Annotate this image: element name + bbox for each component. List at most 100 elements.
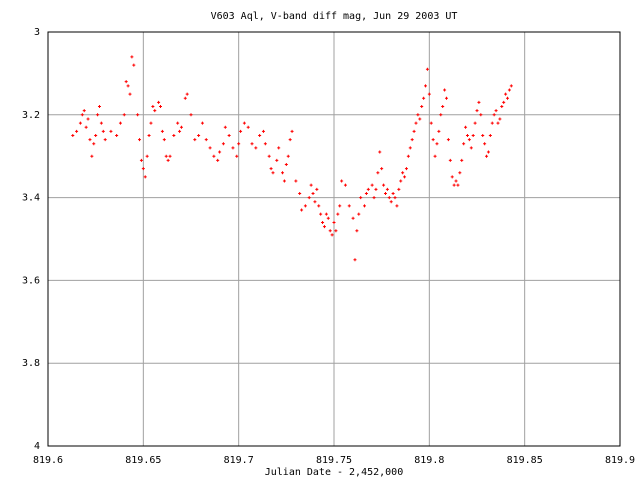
data-point <box>414 121 418 125</box>
data-point <box>509 84 513 88</box>
data-point <box>382 183 386 187</box>
data-point <box>71 134 75 137</box>
x-tick-label: 819.65 <box>125 455 161 466</box>
data-point <box>160 129 164 133</box>
data-point <box>340 179 344 183</box>
data-point <box>141 167 145 171</box>
data-point <box>158 105 162 109</box>
data-point <box>254 146 258 150</box>
data-point <box>115 134 119 137</box>
data-point <box>162 138 166 142</box>
data-point <box>122 113 126 117</box>
data-point <box>475 109 479 113</box>
x-tick-label: 819.9 <box>605 455 635 466</box>
data-point <box>303 204 307 208</box>
data-point <box>92 142 96 146</box>
data-point <box>126 84 130 88</box>
data-point <box>313 200 317 204</box>
y-tick-label: 4 <box>34 441 40 452</box>
data-point <box>176 121 180 125</box>
data-point <box>502 100 506 104</box>
data-point <box>132 63 136 67</box>
data-point <box>494 109 498 113</box>
data-point <box>408 146 412 150</box>
data-point <box>231 146 235 150</box>
data-point <box>406 154 410 158</box>
data-point <box>298 191 302 195</box>
data-point <box>286 154 290 158</box>
data-point <box>208 146 212 150</box>
data-point <box>235 154 239 158</box>
chart-title: V603 Aql, V-band diff mag, Jun 29 2003 U… <box>211 11 458 22</box>
data-point <box>336 212 340 216</box>
data-point <box>204 138 208 142</box>
data-point <box>317 204 321 208</box>
data-point <box>212 154 216 158</box>
data-point <box>179 125 183 129</box>
data-point <box>307 196 311 200</box>
data-point <box>94 134 98 137</box>
data-point <box>321 220 325 224</box>
data-point <box>433 154 437 158</box>
data-point <box>372 196 376 200</box>
data-point <box>448 158 452 162</box>
x-tick-label: 819.8 <box>414 455 444 466</box>
data-point <box>250 142 254 146</box>
data-point <box>465 134 469 137</box>
data-point <box>506 96 510 100</box>
data-point <box>486 150 490 154</box>
data-point <box>239 129 243 133</box>
x-axis-label: Julian Date - 2,452,000 <box>265 467 403 478</box>
data-point <box>429 121 433 125</box>
data-point <box>75 129 79 133</box>
data-point <box>311 191 315 195</box>
plot-frame <box>47 31 621 447</box>
data-point <box>96 113 100 117</box>
data-point <box>227 134 231 137</box>
data-point <box>507 88 511 92</box>
x-tick-label: 819.85 <box>507 455 543 466</box>
data-point <box>277 146 281 150</box>
data-point <box>500 105 504 109</box>
data-point <box>456 183 460 187</box>
data-point <box>322 225 326 229</box>
data-point <box>464 125 468 129</box>
data-point <box>385 187 389 191</box>
data-point <box>86 117 90 121</box>
data-point <box>309 183 313 187</box>
data-point <box>101 129 105 133</box>
data-point <box>490 121 494 125</box>
data-point <box>357 212 361 216</box>
data-point <box>443 88 447 92</box>
data-point <box>282 179 286 183</box>
data-point <box>216 158 220 162</box>
x-tick-label: 819.7 <box>224 455 254 466</box>
data-point <box>130 55 134 59</box>
y-tick-label: 3.2 <box>22 110 40 121</box>
data-point <box>128 92 132 96</box>
data-point <box>450 175 454 179</box>
y-tick-label: 3 <box>34 27 40 38</box>
data-point <box>416 113 420 117</box>
y-tick-label: 3.8 <box>22 358 40 369</box>
data-point <box>380 167 384 171</box>
data-point <box>103 138 107 142</box>
data-point <box>109 129 113 133</box>
data-point <box>136 113 140 117</box>
data-point <box>338 204 342 208</box>
data-point <box>189 113 193 117</box>
data-point <box>383 191 387 195</box>
data-point <box>374 187 378 191</box>
data-point <box>153 109 157 113</box>
data-point <box>469 146 473 150</box>
data-point <box>82 109 86 113</box>
data-point <box>359 196 363 200</box>
data-point <box>324 212 328 216</box>
data-point <box>347 204 351 208</box>
data-point <box>221 142 225 146</box>
data-point <box>315 187 319 191</box>
data-point <box>420 105 424 109</box>
data-point <box>355 229 359 233</box>
